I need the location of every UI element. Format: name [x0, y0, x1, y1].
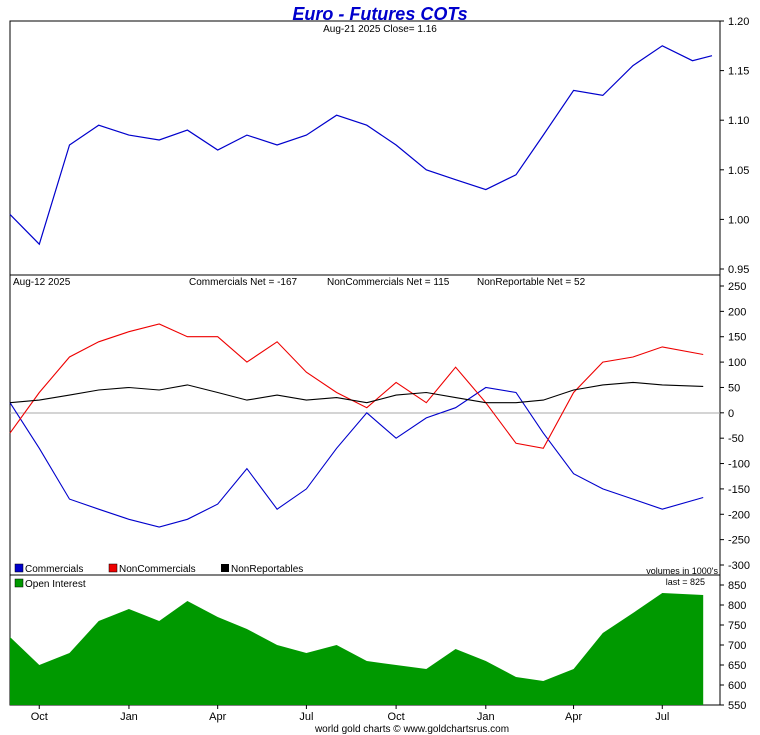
noncommercials-line — [9, 323, 704, 449]
chart-subtitle: Aug-21 2025 Close= 1.16 — [323, 24, 437, 35]
legend-nonreportables: NonReportables — [231, 564, 303, 575]
legend-noncommercials: NonCommercials — [119, 564, 196, 575]
legend-commercials: Commercials — [25, 564, 83, 575]
x-tick-label: Jul — [299, 711, 313, 723]
x-tick-label: Jul — [655, 711, 669, 723]
price-ytick-label: 0.95 — [728, 264, 749, 276]
price-ytick-label: 1.15 — [728, 66, 749, 78]
oi-ytick-label: 700 — [728, 640, 746, 652]
positions-ytick-label: -150 — [728, 484, 750, 496]
legend-open-interest: Open Interest — [25, 579, 86, 590]
price-ytick-label: 1.00 — [728, 214, 749, 226]
positions-ytick-label: 0 — [728, 408, 734, 420]
price-ytick-label: 1.20 — [728, 16, 749, 28]
price-ytick-label: 1.10 — [728, 115, 749, 127]
legend-noncommercials-swatch — [108, 563, 118, 573]
positions-plot — [9, 323, 704, 528]
x-tick-label: Jan — [120, 711, 138, 723]
open-interest-plot — [10, 593, 704, 705]
open-interest-area — [10, 593, 704, 705]
legend-nonreportables-swatch — [221, 564, 229, 572]
x-tick-label: Apr — [209, 711, 226, 723]
nonreportables-line — [9, 381, 704, 404]
positions-ytick-label: -200 — [728, 509, 750, 521]
x-tick-label: Apr — [565, 711, 582, 723]
positions-panel-frame — [9, 274, 721, 576]
commercials-net-label: Commercials Net = -167 — [189, 277, 298, 288]
oi-ytick-label: 600 — [728, 680, 746, 692]
chart-title: Euro - Futures COTs — [292, 4, 467, 24]
x-tick-label: Oct — [388, 711, 405, 723]
positions-ytick-label: 250 — [728, 281, 746, 293]
nonreportable-net-label: NonReportable Net = 52 — [477, 277, 586, 288]
positions-ytick-label: -300 — [728, 560, 750, 572]
positions-date: Aug-12 2025 — [13, 277, 71, 288]
volumes-note: volumes in 1000's — [646, 566, 718, 576]
last-oi-label: last = 825 — [666, 577, 705, 587]
positions-ytick-label: 150 — [728, 332, 746, 344]
positions-ytick-label: 200 — [728, 306, 746, 318]
price-plot — [9, 45, 713, 246]
oi-ytick-label: 650 — [728, 660, 746, 672]
positions-ytick-label: 50 — [728, 382, 740, 394]
price-line — [9, 45, 713, 246]
positions-ytick-label: -100 — [728, 459, 750, 471]
oi-ytick-label: 850 — [728, 580, 746, 592]
noncommercials-net-label: NonCommercials Net = 115 — [327, 277, 450, 288]
positions-ytick-label: -250 — [728, 535, 750, 547]
footer-credit: world gold charts © www.goldchartsrus.co… — [314, 724, 509, 735]
x-tick-label: Oct — [31, 711, 48, 723]
price-panel-frame — [9, 20, 721, 276]
y-axes: 1.20 1.15 1.10 1.05 1.00 0.95 250 200 150 100 50 0 -… — [720, 16, 750, 712]
x-axis: Oct Jan Apr Jul Oct Jan Apr Jul — [31, 705, 669, 723]
oi-ytick-label: 800 — [728, 600, 746, 612]
oi-ytick-label: 550 — [728, 700, 746, 712]
x-tick-label: Jan — [477, 711, 495, 723]
positions-ytick-label: -50 — [728, 433, 744, 445]
legend-commercials-swatch — [14, 563, 24, 573]
positions-ytick-label: 100 — [728, 357, 746, 369]
price-ytick-label: 1.05 — [728, 165, 749, 177]
oi-ytick-label: 750 — [728, 620, 746, 632]
legend-open-interest-swatch — [14, 578, 24, 588]
commercials-line — [9, 386, 704, 528]
